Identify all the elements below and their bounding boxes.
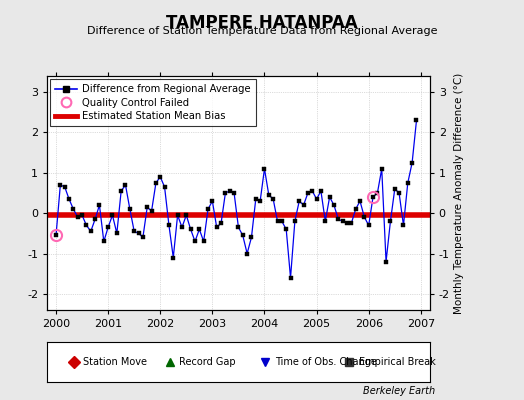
Text: Station Move: Station Move bbox=[83, 357, 147, 367]
Text: TAMPERE HATANPAA: TAMPERE HATANPAA bbox=[166, 14, 358, 32]
Text: Time of Obs. Change: Time of Obs. Change bbox=[275, 357, 377, 367]
Y-axis label: Monthly Temperature Anomaly Difference (°C): Monthly Temperature Anomaly Difference (… bbox=[454, 72, 464, 314]
Text: Record Gap: Record Gap bbox=[179, 357, 236, 367]
Text: Berkeley Earth: Berkeley Earth bbox=[363, 386, 435, 396]
Text: Difference of Station Temperature Data from Regional Average: Difference of Station Temperature Data f… bbox=[87, 26, 437, 36]
Legend: Difference from Regional Average, Quality Control Failed, Estimated Station Mean: Difference from Regional Average, Qualit… bbox=[50, 79, 256, 126]
Text: Empirical Break: Empirical Break bbox=[359, 357, 435, 367]
